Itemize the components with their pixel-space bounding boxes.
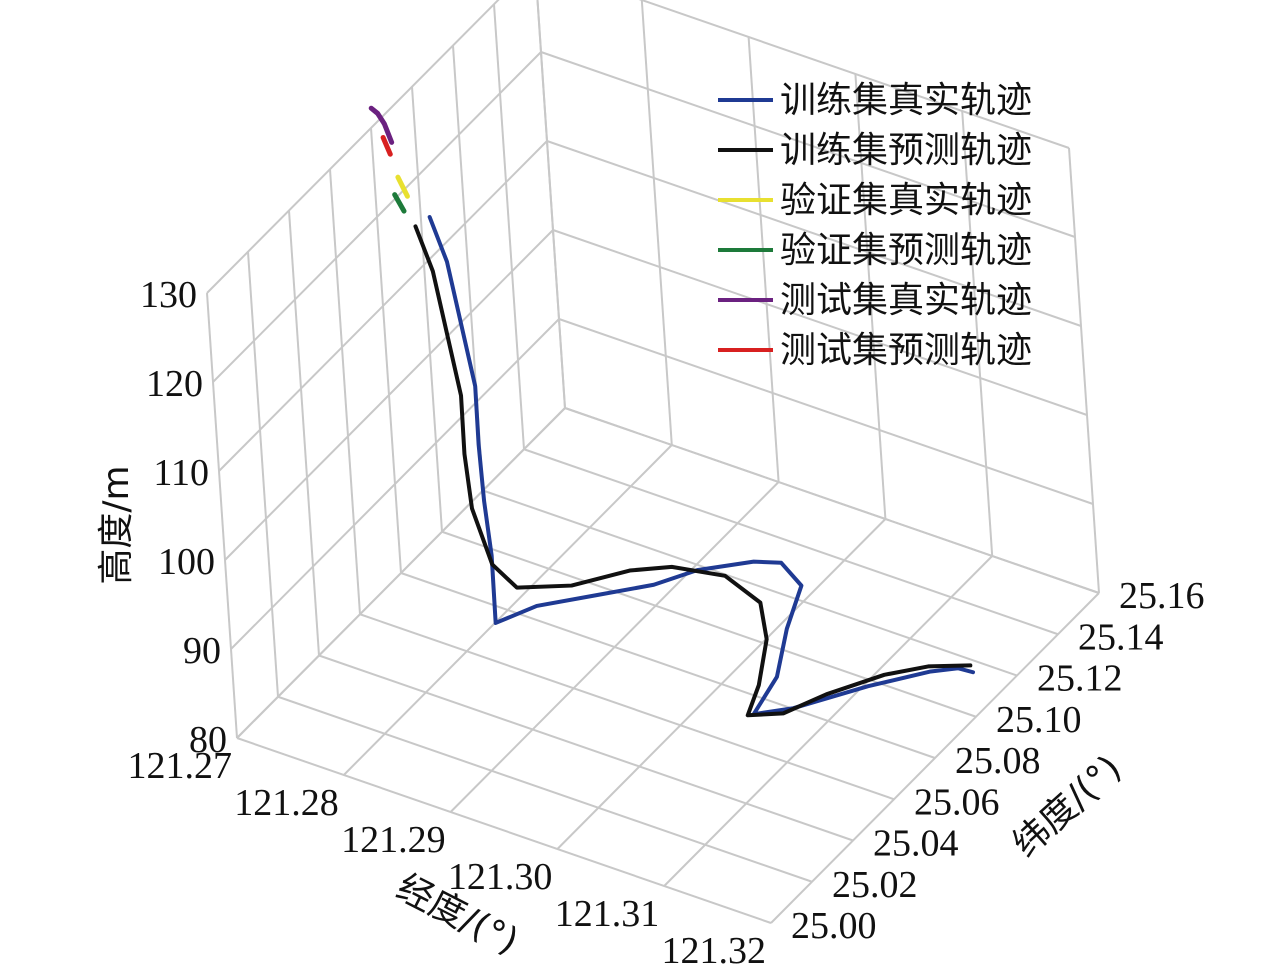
z-axis-title: 高度/m <box>96 465 137 584</box>
right-wall-grid-line <box>536 0 566 409</box>
right-wall-grid-line <box>961 110 994 557</box>
left-wall-grid-line <box>230 318 560 650</box>
y-tick-label: 25.10 <box>996 699 1082 741</box>
y-tick-label: 25.02 <box>832 864 918 906</box>
right-wall-grid-line <box>640 0 673 446</box>
right-wall-grid-line <box>854 73 887 520</box>
left-wall-grid-line <box>329 169 361 615</box>
y-tick-label: 25.06 <box>914 781 1000 823</box>
left-wall-grid-line <box>236 407 566 739</box>
right-wall-grid-line <box>638 0 1070 149</box>
x-tick-label: 121.30 <box>448 856 553 898</box>
series-line-3 <box>392 192 407 214</box>
right-wall-grid-line <box>747 36 780 483</box>
y-tick-label: 25.04 <box>873 823 959 865</box>
series-line-4 <box>368 105 395 145</box>
z-tick-label: 110 <box>153 452 209 494</box>
left-wall-grid-line <box>212 51 542 383</box>
series-line-5 <box>380 134 393 157</box>
left-wall-grid-line <box>224 229 554 561</box>
left-wall-grid-line <box>493 4 525 450</box>
x-tick-label: 121.28 <box>234 782 339 824</box>
z-tick-label: 80 <box>189 719 227 761</box>
left-wall-grid-line <box>247 251 279 697</box>
x-tick-label: 121.32 <box>662 930 767 972</box>
left-wall-grid-line <box>218 140 548 472</box>
legend-label: 验证集真实轨迹 <box>780 180 1032 221</box>
right-wall-grid-line <box>540 51 1076 238</box>
x-tick-label: 121.31 <box>555 893 660 935</box>
z-tick-label: 130 <box>140 274 197 316</box>
legend: 训练集真实轨迹训练集预测轨迹验证集真实轨迹验证集预测轨迹测试集真实轨迹测试集预测… <box>718 80 1032 371</box>
y-tick-label: 25.00 <box>791 905 877 947</box>
legend-label: 验证集预测轨迹 <box>780 230 1032 271</box>
floor-grid-line <box>523 448 1059 636</box>
z-tick-label: 90 <box>183 630 221 672</box>
floor-grid-line <box>400 572 936 759</box>
z-tick-label: 100 <box>158 541 215 583</box>
left-wall-grid-line <box>370 127 402 574</box>
floor-grid-line <box>441 530 977 718</box>
left-wall-grid-line <box>206 0 500 294</box>
x-tick-label: 121.27 <box>128 745 233 787</box>
floor-grid-line <box>277 695 813 883</box>
floor-grid-line <box>359 613 895 801</box>
left-wall-grid-line <box>206 292 238 739</box>
left-wall-grid-line <box>411 86 443 532</box>
series-layer <box>368 105 975 718</box>
legend-label: 训练集真实轨迹 <box>780 80 1032 121</box>
floor-grid-line <box>318 654 854 842</box>
right-wall-grid-line <box>552 229 1088 416</box>
y-tick-label: 25.14 <box>1078 616 1164 658</box>
right-wall-grid-line <box>546 140 1082 327</box>
series-line-2 <box>395 174 410 199</box>
y-tick-label: 25.16 <box>1119 575 1205 617</box>
y-tick-label: 25.08 <box>955 740 1041 782</box>
series-line-1 <box>413 224 973 718</box>
legend-label: 测试集预测轨迹 <box>780 330 1032 371</box>
floor-grid-line <box>236 737 772 924</box>
y-tick-label: 25.12 <box>1037 658 1123 700</box>
legend-label: 训练集预测轨迹 <box>780 130 1032 171</box>
grid <box>206 0 1100 924</box>
z-tick-label: 120 <box>146 363 203 405</box>
right-wall-grid-line <box>558 318 1094 505</box>
right-wall-grid-line <box>564 407 1100 594</box>
legend-label: 测试集真实轨迹 <box>780 280 1032 321</box>
x-tick-label: 121.29 <box>341 819 446 861</box>
left-wall-grid-line <box>288 210 320 656</box>
right-wall-grid-line <box>1068 147 1100 594</box>
floor-grid-line <box>482 489 1018 677</box>
